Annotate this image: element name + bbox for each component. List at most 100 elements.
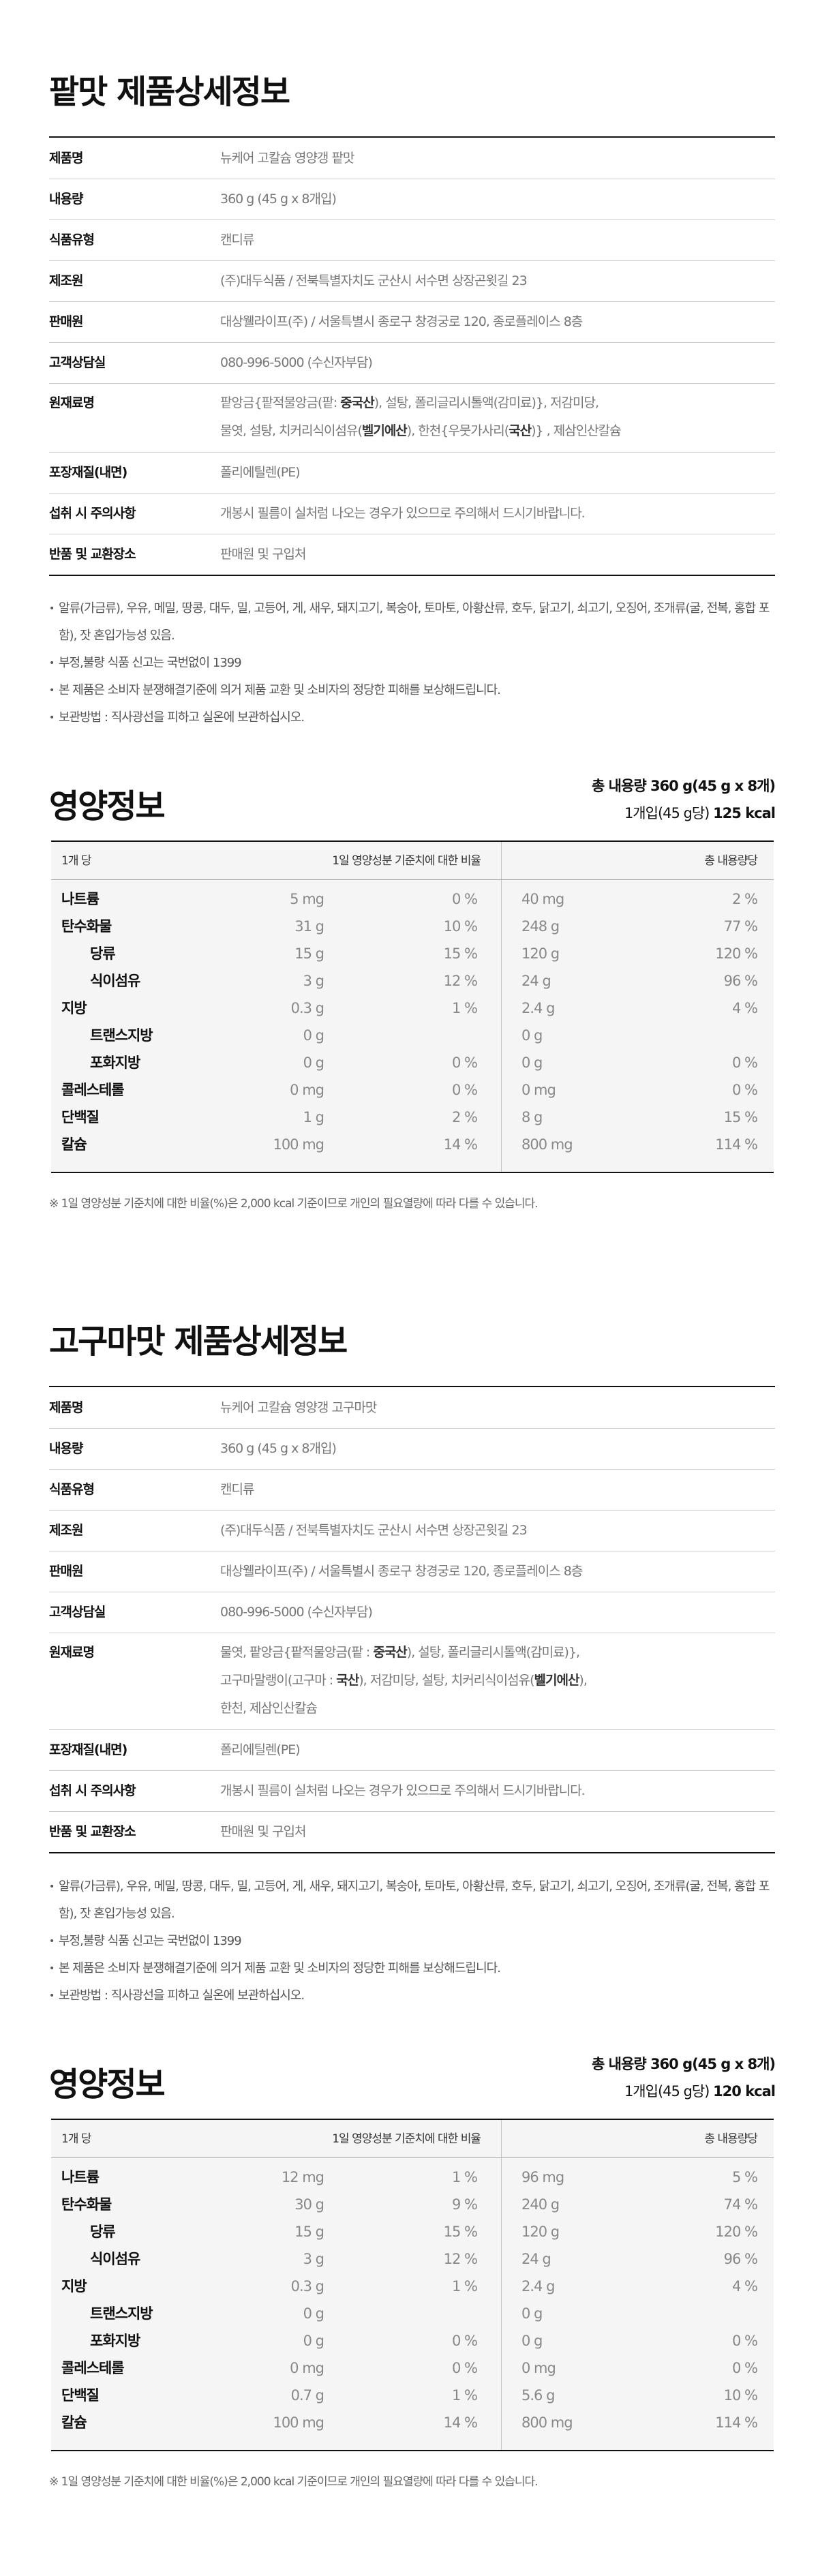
nutrient-name: 당류 xyxy=(90,945,116,962)
notice-list: 알류(가금류), 우유, 메밀, 땅콩, 대두, 밀, 고등어, 게, 새우, … xyxy=(49,1873,772,2010)
origin-highlight: 국산 xyxy=(509,423,532,438)
origin-highlight: 벨기에산 xyxy=(361,423,408,438)
nutrient-daily-percent: 0 % xyxy=(452,2333,478,2349)
info-text: 캔디류 xyxy=(220,232,254,247)
info-value-line: 폴리에틸렌(PE) xyxy=(220,459,775,487)
nutrient-amount: 3 g xyxy=(303,2251,324,2267)
info-label: 판매원 xyxy=(49,314,83,329)
info-label: 반품 및 교환장소 xyxy=(49,547,136,562)
info-row: 내용량 360 g (45 g x 8개입) xyxy=(49,179,775,219)
nutrient-amount: 100 mg xyxy=(273,2414,324,2431)
info-label: 포장재질(내면) xyxy=(49,1742,127,1757)
info-value: 팥앙금{팥적물앙금(팥: 중국산), 설탕, 폴리글리시톨액(감미료)}, 저감… xyxy=(220,389,775,445)
header-daily-ratio: 1일 영양성분 기준치에 대한 비율 xyxy=(332,2132,481,2146)
nutrition-footnote: ※ 1일 영양성분 기준치에 대한 비율(%)은 2,000 kcal 기준이므… xyxy=(49,1197,539,1211)
nutrient-name: 탄수화물 xyxy=(61,2196,112,2213)
nutrient-daily-percent: 2 % xyxy=(452,1109,478,1125)
per-unit-calories: 1개입(45 g당) 120 kcal xyxy=(592,2078,776,2105)
info-row: 식품유형 캔디류 xyxy=(49,1469,775,1510)
nutrient-name: 지방 xyxy=(61,2278,87,2294)
nutrient-total-percent: 96 % xyxy=(723,973,758,989)
info-value-line: 개봉시 필름이 실처럼 나오는 경우가 있으므로 주의해서 드시기바랍니다. xyxy=(220,1777,775,1805)
info-row: 제품명 뉴케어 고칼슘 영양갱 고구마맛 xyxy=(49,1387,775,1428)
info-text: 대상웰라이프(주) / 서울특별시 종로구 창경궁로 120, 종로플레이스 8… xyxy=(220,314,583,329)
info-text: 080-996-5000 (수신자부담) xyxy=(220,1605,373,1620)
nutrient-total-amount: 0 mg xyxy=(521,1082,556,1098)
info-label: 섭취 시 주의사항 xyxy=(49,506,136,521)
info-text: ), 설탕, 폴리글리시톨액(감미료)}, xyxy=(406,1645,580,1660)
info-label: 제품명 xyxy=(49,150,83,166)
info-label: 제조원 xyxy=(49,1523,83,1538)
info-row: 섭취 시 주의사항 개봉시 필름이 실처럼 나오는 경우가 있으므로 주의해서 드… xyxy=(49,1770,775,1811)
nutrient-row: 당류 15 g 15 % 120 g 120 % xyxy=(51,940,774,967)
info-row: 반품 및 교환장소 판매원 및 구입처 xyxy=(49,1811,775,1852)
nutrient-total-percent: 120 % xyxy=(715,945,758,962)
nutrient-daily-percent: 0 % xyxy=(452,2360,478,2376)
nutrient-daily-percent: 0 % xyxy=(452,891,478,907)
nutrient-name: 칼슘 xyxy=(61,1136,87,1153)
total-content-amount: 총 내용량 360 g(45 g x 8개) xyxy=(592,778,776,794)
info-label: 내용량 xyxy=(49,192,83,207)
info-label: 식품유형 xyxy=(49,232,95,247)
column-divider xyxy=(501,2120,502,2450)
nutrient-row: 칼슘 100 mg 14 % 800 mg 114 % xyxy=(51,1131,774,1158)
info-value-line: 360 g (45 g x 8개입) xyxy=(220,185,775,213)
nutrient-row: 탄수화물 30 g 9 % 240 g 74 % xyxy=(51,2191,774,2218)
nutrient-daily-percent: 12 % xyxy=(443,973,478,989)
info-value: 360 g (45 g x 8개입) xyxy=(220,1435,775,1463)
nutrient-row: 나트륨 12 mg 1 % 96 mg 5 % xyxy=(51,2164,774,2191)
info-value: 대상웰라이프(주) / 서울특별시 종로구 창경궁로 120, 종로플레이스 8… xyxy=(220,1558,775,1586)
nutrient-total-amount: 5.6 g xyxy=(521,2387,555,2404)
info-value-line: 뉴케어 고칼슘 영양갱 고구마맛 xyxy=(220,1394,775,1422)
header-total: 총 내용량당 xyxy=(704,854,758,868)
notice-item: 부정,불량 식품 신고는 국번없이 1399 xyxy=(49,1928,772,1955)
info-value: (주)대두식품 / 전북특별자치도 군산시 서수면 상장곤윗길 23 xyxy=(220,1517,775,1545)
info-row: 제조원 (주)대두식품 / 전북특별자치도 군산시 서수면 상장곤윗길 23 xyxy=(49,1510,775,1551)
nutrition-summary: 총 내용량 360 g(45 g x 8개) 1개입(45 g당) 125 kca… xyxy=(592,772,776,827)
nutrition-table-header: 1개 당 1일 영양성분 기준치에 대한 비율 총 내용량당 xyxy=(51,842,774,880)
nutrient-total-percent: 0 % xyxy=(732,1055,758,1071)
nutrition-table-body: 나트륨 5 mg 0 % 40 mg 2 % 탄수화물 31 g 10 % 248 g 77 % 당… xyxy=(51,880,774,1172)
nutrient-amount: 5 mg xyxy=(290,891,324,907)
nutrient-name: 지방 xyxy=(61,1000,87,1016)
header-daily-ratio: 1일 영양성분 기준치에 대한 비율 xyxy=(332,854,481,868)
nutrient-daily-percent: 12 % xyxy=(443,2251,478,2267)
notice-item: 본 제품은 소비자 분쟁해결기준에 의거 제품 교환 및 소비자의 정당한 피해… xyxy=(49,1955,772,1982)
info-value-line: 080-996-5000 (수신자부담) xyxy=(220,349,775,377)
info-text: 폴리에틸렌(PE) xyxy=(220,1742,301,1757)
info-row: 반품 및 교환장소 판매원 및 구입처 xyxy=(49,534,775,575)
nutrient-name: 트랜스지방 xyxy=(90,1027,153,1044)
info-value-line: 고구마말랭이(고구마 : 국산), 저감미당, 설탕, 치커리식이섬유(벨기에산… xyxy=(220,1667,775,1695)
notice-list: 알류(가금류), 우유, 메밀, 땅콩, 대두, 밀, 고등어, 게, 새우, … xyxy=(49,595,772,731)
nutrient-row: 지방 0.3 g 1 % 2.4 g 4 % xyxy=(51,2273,774,2300)
nutrient-row: 당류 15 g 15 % 120 g 120 % xyxy=(51,2218,774,2245)
nutrient-total-amount: 0 g xyxy=(521,2305,543,2322)
info-text: 뉴케어 고칼슘 영양갱 팥맛 xyxy=(220,150,354,166)
nutrient-name: 식이섬유 xyxy=(90,973,140,989)
nutrition-title: 영양정보 xyxy=(49,787,166,825)
info-text: )} , 제삼인산칼슘 xyxy=(531,423,621,438)
info-value-line: 캔디류 xyxy=(220,1476,775,1504)
nutrient-total-amount: 0 g xyxy=(521,2333,543,2349)
nutrient-daily-percent: 0 % xyxy=(452,1082,478,1098)
info-text: 물엿, 설탕, 치커리식이섬유( xyxy=(220,423,363,438)
info-value-line: 개봉시 필름이 실처럼 나오는 경우가 있으므로 주의해서 드시기바랍니다. xyxy=(220,500,775,528)
nutrient-row: 트랜스지방 0 g 0 g xyxy=(51,2300,774,2327)
origin-highlight: 중국산 xyxy=(373,1645,407,1660)
nutrient-amount: 15 g xyxy=(294,945,324,962)
info-value: 판매원 및 구입처 xyxy=(220,1818,775,1846)
nutrition-footnote: ※ 1일 영양성분 기준치에 대한 비율(%)은 2,000 kcal 기준이므… xyxy=(49,2475,539,2489)
info-value-line: 뉴케어 고칼슘 영양갱 팥맛 xyxy=(220,145,775,172)
notice-item: 부정,불량 식품 신고는 국번없이 1399 xyxy=(49,650,772,677)
info-value-line: 대상웰라이프(주) / 서울특별시 종로구 창경궁로 120, 종로플레이스 8… xyxy=(220,1558,775,1586)
nutrient-daily-percent: 1 % xyxy=(452,1000,478,1016)
column-divider xyxy=(501,842,502,1172)
nutrient-name: 포화지방 xyxy=(90,2333,140,2349)
nutrient-row: 단백질 1 g 2 % 8 g 15 % xyxy=(51,1104,774,1131)
nutrient-daily-percent: 9 % xyxy=(452,2196,478,2213)
info-text: (주)대두식품 / 전북특별자치도 군산시 서수면 상장곤윗길 23 xyxy=(220,1523,528,1538)
info-row: 포장재질(내면) 폴리에틸렌(PE) xyxy=(49,452,775,493)
nutrient-daily-percent: 15 % xyxy=(443,945,478,962)
nutrient-row: 식이섬유 3 g 12 % 24 g 96 % xyxy=(51,2245,774,2273)
